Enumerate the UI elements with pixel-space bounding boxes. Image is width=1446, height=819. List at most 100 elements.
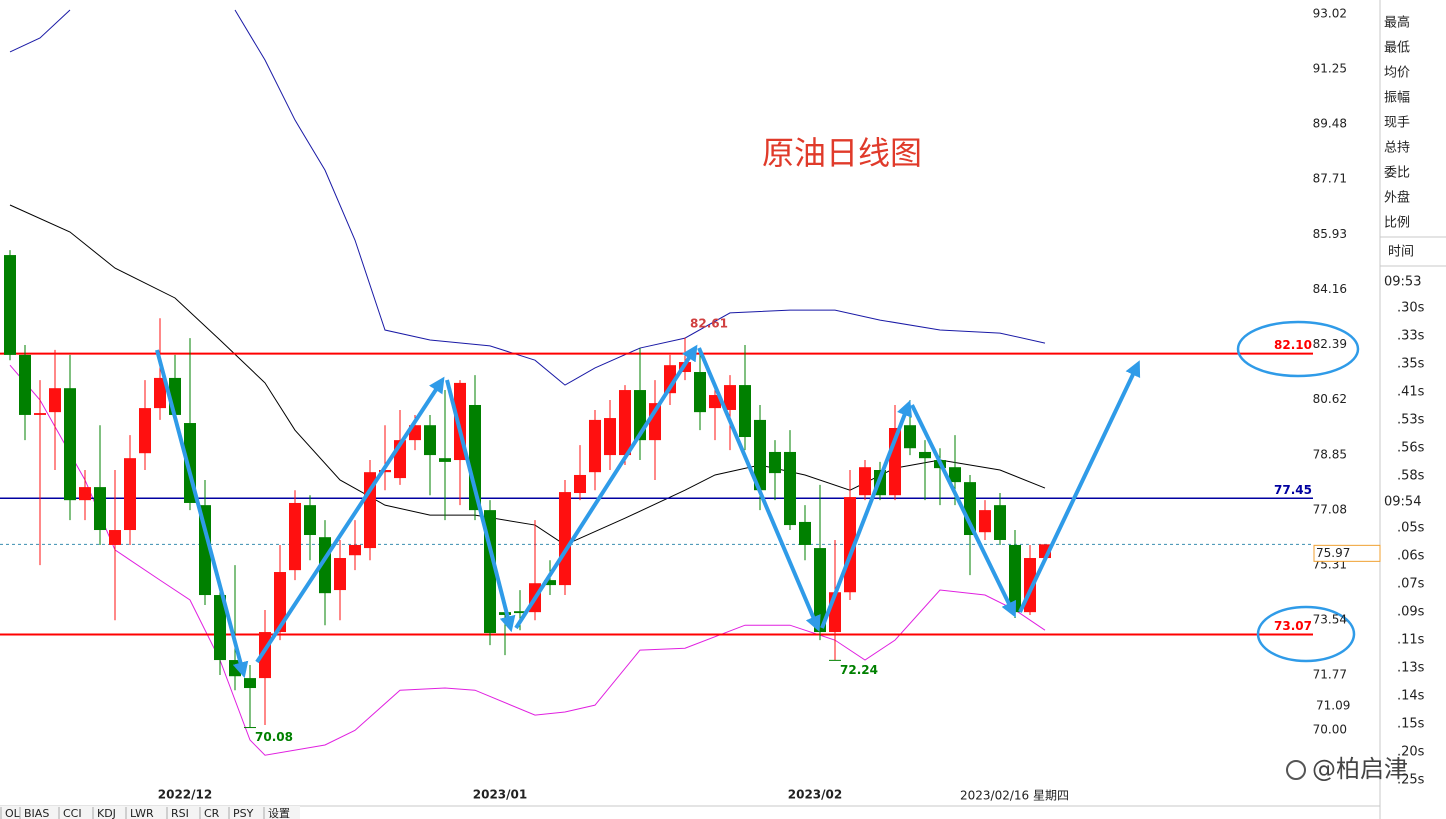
seconds-label: .07s bbox=[1397, 577, 1425, 592]
candle-body bbox=[289, 502, 301, 571]
toolbar-tab[interactable]: CCI bbox=[63, 807, 82, 819]
y-tick-label: 91.25 bbox=[1313, 62, 1347, 76]
seconds-label: .30s bbox=[1397, 301, 1425, 316]
arrow bbox=[155, 349, 249, 679]
y-tick-label: 77.08 bbox=[1313, 502, 1347, 516]
x-tick-label: 2023/02 bbox=[788, 788, 842, 802]
y-tick-label: 71.77 bbox=[1313, 667, 1347, 681]
candle-body bbox=[154, 377, 166, 409]
seconds-label: .05s bbox=[1397, 521, 1425, 536]
x-tick-label: 2022/12 bbox=[158, 788, 212, 802]
candle-body bbox=[34, 413, 46, 415]
toolbar-tab[interactable]: 设置 bbox=[268, 807, 290, 819]
seconds-label: .13s bbox=[1397, 661, 1425, 676]
candle-body bbox=[979, 510, 991, 533]
field-label: 比例 bbox=[1384, 216, 1410, 231]
field-label: 总持 bbox=[1384, 141, 1410, 156]
candle-body bbox=[544, 580, 556, 586]
candle-body bbox=[859, 467, 871, 496]
y-tick-label: 73.54 bbox=[1313, 612, 1347, 626]
field-label: 最高 bbox=[1384, 15, 1410, 31]
candle-body bbox=[739, 385, 751, 438]
toolbar-tab[interactable]: KDJ bbox=[97, 807, 116, 819]
candle-body bbox=[334, 558, 346, 591]
candle-body bbox=[799, 521, 811, 545]
candle-body bbox=[109, 530, 121, 545]
toolbar-tab[interactable]: CR bbox=[204, 807, 220, 819]
seconds-label: .41s bbox=[1397, 385, 1425, 400]
candle-body bbox=[574, 474, 586, 494]
candle-body bbox=[949, 467, 961, 483]
axis-mark-label: 71.09 bbox=[1316, 699, 1350, 713]
toolbar-tab[interactable]: PSY bbox=[233, 807, 254, 819]
arrow bbox=[697, 347, 821, 632]
y-tick-label: 89.48 bbox=[1313, 117, 1347, 131]
candle-body bbox=[694, 372, 706, 413]
candle-body bbox=[784, 451, 796, 526]
field-label: 委比 bbox=[1384, 166, 1410, 181]
watermark: @柏启津 bbox=[1286, 755, 1408, 783]
y-tick-label: 93.02 bbox=[1313, 6, 1347, 20]
candle-body bbox=[199, 505, 211, 596]
time-label: 09:54 bbox=[1384, 495, 1421, 510]
candle-body bbox=[994, 505, 1006, 540]
seconds-label: .53s bbox=[1397, 413, 1425, 428]
candle-body bbox=[79, 487, 91, 501]
seconds-label: .11s bbox=[1397, 633, 1425, 648]
arrow bbox=[820, 400, 912, 629]
seconds-label: .20s bbox=[1397, 745, 1425, 760]
toolbar-tab[interactable]: RSI bbox=[171, 807, 189, 819]
y-tick-label: 80.62 bbox=[1313, 392, 1347, 406]
level-label: 82.10 bbox=[1274, 338, 1312, 352]
toolbar-tab[interactable]: LWR bbox=[130, 807, 154, 819]
candle-body bbox=[559, 492, 571, 586]
candle-body bbox=[304, 505, 316, 536]
chart-title: 原油日线图 bbox=[762, 134, 922, 172]
candle-body bbox=[214, 595, 226, 661]
candle-body bbox=[19, 354, 31, 415]
seconds-label: .09s bbox=[1397, 605, 1425, 620]
field-label: 现手 bbox=[1384, 116, 1410, 131]
candle-body bbox=[124, 458, 136, 531]
overlay-line bbox=[9, 364, 1046, 756]
candle-body bbox=[439, 458, 451, 462]
candle-body bbox=[139, 408, 151, 454]
seconds-label: .35s bbox=[1397, 357, 1425, 372]
toolbar-tab[interactable]: BIAS bbox=[24, 807, 49, 819]
toolbar-bg bbox=[0, 806, 300, 819]
candle-body bbox=[514, 611, 526, 614]
seconds-label: .15s bbox=[1397, 717, 1425, 732]
highlight-ellipse bbox=[1236, 320, 1360, 378]
plot-area bbox=[0, 9, 1313, 756]
time-header: 时间 bbox=[1388, 245, 1414, 260]
seconds-label: .56s bbox=[1397, 441, 1425, 456]
candle-body bbox=[1009, 544, 1021, 613]
price-annotation: 70.08 bbox=[255, 730, 293, 744]
candle-body bbox=[274, 572, 286, 633]
time-label: 09:53 bbox=[1384, 275, 1421, 290]
cursor-date: 2023/02/16 星期四 bbox=[960, 789, 1069, 803]
overlay-line bbox=[9, 9, 1046, 386]
level-label: 77.45 bbox=[1274, 483, 1312, 497]
toolbar-tab[interactable]: OL bbox=[5, 807, 21, 819]
seconds-label: .33s bbox=[1397, 329, 1425, 344]
candle-body bbox=[94, 487, 106, 531]
y-tick-label: 84.16 bbox=[1313, 282, 1347, 296]
arrow bbox=[514, 344, 698, 630]
trend-arrows bbox=[155, 344, 1141, 679]
candle-body bbox=[904, 425, 916, 449]
y-tick-label: 78.85 bbox=[1313, 447, 1347, 461]
candle-body bbox=[769, 451, 781, 474]
watermark-text: @柏启津 bbox=[1312, 755, 1408, 783]
y-tick-label: 85.93 bbox=[1313, 227, 1347, 241]
arrow bbox=[910, 404, 1016, 618]
candle-body bbox=[379, 469, 391, 473]
seconds-label: .06s bbox=[1397, 549, 1425, 564]
seconds-label: .25s bbox=[1397, 773, 1425, 788]
y-tick-label: 87.71 bbox=[1313, 172, 1347, 186]
candle-body bbox=[244, 678, 256, 689]
candle-body bbox=[604, 418, 616, 456]
x-tick-label: 2023/01 bbox=[473, 788, 527, 802]
arrow bbox=[255, 376, 445, 664]
candle-body bbox=[349, 544, 361, 556]
